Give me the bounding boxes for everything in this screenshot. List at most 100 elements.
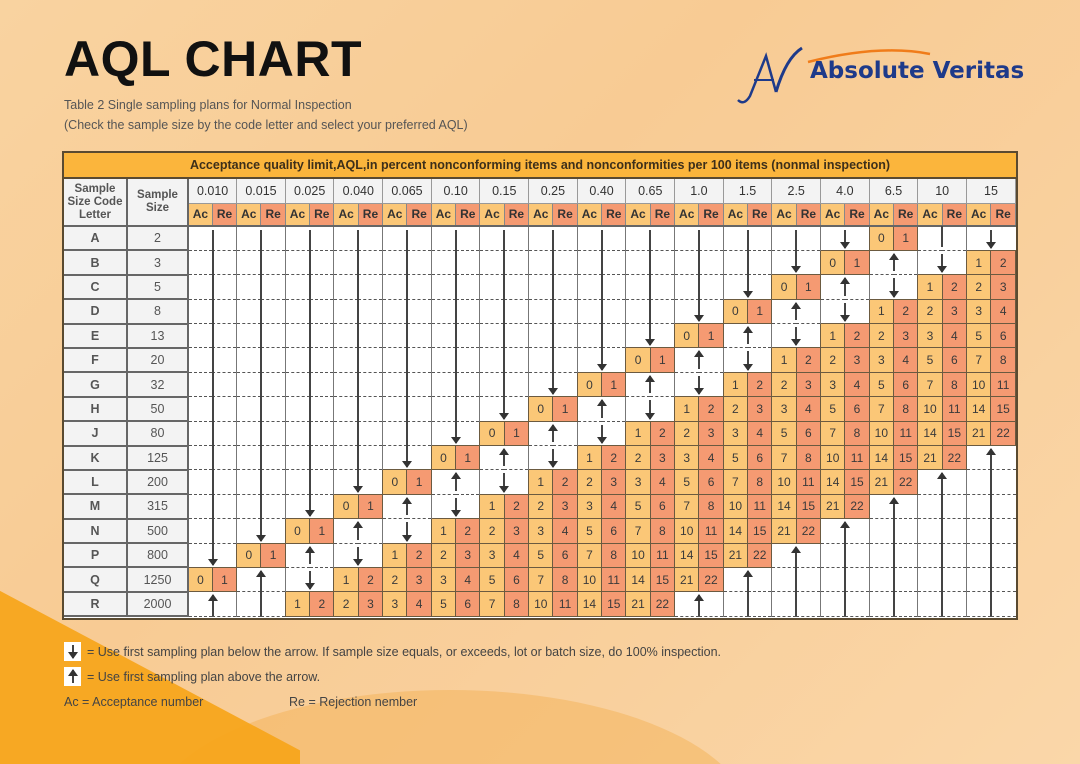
empty-cell xyxy=(966,469,1016,495)
arrow-line xyxy=(746,230,749,251)
legend-up-text: = Use first sampling plan above the arro… xyxy=(87,669,321,684)
arrow-up-icon xyxy=(791,301,802,321)
ac-value: 21 xyxy=(625,591,651,617)
arrow-line xyxy=(892,591,895,616)
arrow-line xyxy=(308,420,311,447)
re-header: Re xyxy=(698,202,724,227)
empty-cell xyxy=(430,249,480,276)
ac-value: 14 xyxy=(722,518,749,544)
arrow-line xyxy=(211,371,214,398)
sample-size: 13 xyxy=(127,323,189,349)
empty-cell xyxy=(284,274,334,300)
code-letter: D xyxy=(64,299,128,325)
aql-grid: Sample Size Code Letter Sample Size 0.010 0… xyxy=(64,179,1016,618)
table-row: H 50 0 1 1 2 2 3 3 4 5 6 7 8 10 11 14 15 xyxy=(64,396,1016,423)
arrow-line xyxy=(259,420,262,447)
ac-value: 5 xyxy=(820,396,846,422)
empty-cell xyxy=(382,420,432,447)
arrow-line xyxy=(308,323,311,349)
ac-value: 2 xyxy=(868,323,895,349)
empty-cell xyxy=(333,298,383,325)
re-value: 11 xyxy=(552,591,578,617)
ac-value: 0 xyxy=(528,396,554,422)
arrow-line xyxy=(990,542,993,568)
legend-re-text: Re = Rejection nember xyxy=(289,694,418,709)
arrow-down-icon xyxy=(937,253,948,274)
empty-cell xyxy=(333,347,383,373)
ac-value: 3 xyxy=(868,347,895,373)
legend-ac-text: Ac = Acceptance number xyxy=(64,694,204,709)
re-value: 1 xyxy=(211,566,238,593)
arrow-line xyxy=(990,518,993,544)
arrow-line xyxy=(551,298,554,325)
arrow-line xyxy=(600,298,603,325)
arrow-down-icon xyxy=(888,278,899,299)
empty-cell xyxy=(187,445,237,471)
re-header: Re xyxy=(260,202,286,227)
ac-value: 14 xyxy=(576,591,603,617)
arrow-line xyxy=(259,274,262,300)
ac-value: 1 xyxy=(722,371,749,398)
empty-cell xyxy=(333,274,383,300)
re-value: 22 xyxy=(795,518,822,544)
re-value: 15 xyxy=(990,396,1016,422)
ac-value: 10 xyxy=(820,445,846,471)
re-value: 4 xyxy=(844,371,870,398)
arrow-line xyxy=(990,493,993,520)
empty-cell xyxy=(284,298,334,325)
ac-value: 2 xyxy=(479,518,505,544)
logo-text: Absolute Veritas xyxy=(810,58,1025,84)
arrow-line xyxy=(308,298,311,325)
aql-level-header: 0.65 xyxy=(625,179,676,204)
aql-level-header: 10 xyxy=(917,179,967,204)
arrow-line xyxy=(308,274,311,300)
empty-cell xyxy=(625,274,675,300)
arrow-down-icon xyxy=(596,424,607,445)
arrow-line xyxy=(454,396,457,422)
arrow-line xyxy=(600,249,603,276)
arrow-up-icon xyxy=(791,545,802,568)
ac-value: 1 xyxy=(479,493,505,520)
arrow-down-icon xyxy=(499,473,510,494)
arrow-line xyxy=(649,274,652,300)
empty-cell xyxy=(966,518,1016,544)
empty-cell xyxy=(284,567,334,593)
arrow-line xyxy=(259,396,262,422)
arrow-line xyxy=(990,591,993,616)
sample-size: 5 xyxy=(127,274,189,301)
ac-header: Ac xyxy=(382,202,408,227)
arrow-down-icon xyxy=(450,420,461,445)
empty-cell xyxy=(187,469,237,495)
code-letter: J xyxy=(64,421,128,447)
empty-cell xyxy=(333,445,383,471)
re-value: 6 xyxy=(649,493,676,520)
arrow-line xyxy=(259,445,262,471)
ac-value: 10 xyxy=(576,566,603,593)
empty-cell xyxy=(284,469,334,495)
arrow-down-icon xyxy=(304,493,315,518)
re-value: 2 xyxy=(893,298,919,325)
empty-cell xyxy=(479,298,529,325)
arrow-line xyxy=(308,347,311,373)
re-value: 3 xyxy=(552,493,578,520)
ac-value: 21 xyxy=(868,469,895,495)
empty-cell xyxy=(528,298,578,325)
arrow-line xyxy=(211,518,214,544)
ac-value: 1 xyxy=(674,396,700,422)
ac-value: 1 xyxy=(917,274,943,300)
re-value: 15 xyxy=(941,420,968,447)
empty-cell xyxy=(236,347,286,373)
re-value: 8 xyxy=(795,445,822,471)
re-value: 4 xyxy=(893,347,919,373)
arrow-line xyxy=(259,371,262,398)
arrow-line xyxy=(357,371,360,398)
empty-cell xyxy=(966,591,1016,617)
ac-value: 0 xyxy=(479,420,505,447)
arrow-up-icon xyxy=(888,252,899,272)
ac-header: Ac xyxy=(528,202,554,227)
arrow-down-icon xyxy=(401,522,412,542)
arrow-line xyxy=(503,323,506,349)
empty-cell xyxy=(430,298,480,325)
arrow-line xyxy=(941,566,944,593)
arrow-down-icon xyxy=(207,542,218,567)
